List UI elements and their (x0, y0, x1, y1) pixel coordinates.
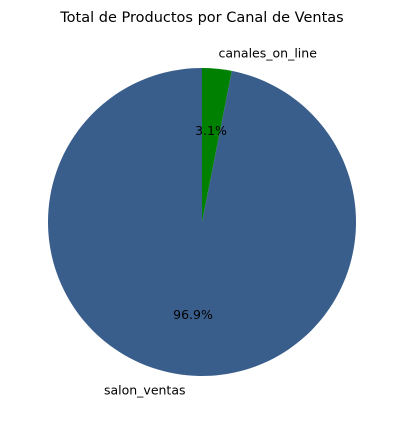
slice-label-canales-on-line: canales_on_line (218, 45, 317, 60)
percent-label-canales-on-line: 3.1% (195, 123, 227, 138)
pie-slices (47, 68, 356, 376)
percent-label-salon-ventas: 96.9% (173, 307, 213, 322)
chart-title: Total de Productos por Canal de Ventas (59, 10, 343, 26)
pie-slice-canales-on-line (202, 68, 232, 222)
slice-label-salon-ventas: salon_ventas (104, 383, 186, 398)
pie-labels: salon_ventas 96.9% canales_on_line 3.1% (104, 45, 317, 397)
